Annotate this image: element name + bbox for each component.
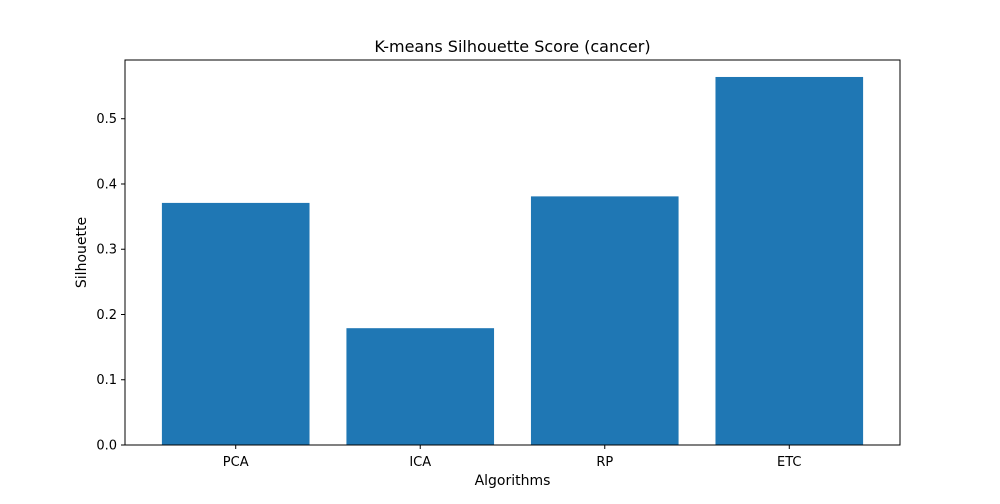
bar-pca	[161, 202, 310, 445]
plot-frame	[124, 59, 901, 446]
y-tick-label: 0.1	[96, 373, 117, 388]
y-axis-ticks: 0.0 0.1 0.2 0.3 0.4 0.5	[96, 112, 125, 454]
chart-title: K-means Silhouette Score (cancer)	[374, 37, 650, 56]
bar-etc	[715, 76, 864, 445]
x-axis-label: Algorithms	[475, 473, 551, 489]
bars-group	[161, 76, 864, 445]
x-tick-label-rp: RP	[596, 455, 613, 470]
y-tick-label: 0.3	[96, 243, 117, 258]
y-tick-label: 0.0	[96, 439, 117, 454]
y-axis-label: Silhouette	[74, 217, 90, 288]
y-tick-label: 0.4	[96, 177, 117, 192]
bar-rp	[530, 196, 679, 445]
y-tick-label: 0.5	[96, 112, 117, 127]
bar-ica	[346, 328, 495, 445]
x-tick-label-etc: ETC	[777, 455, 801, 470]
y-tick-label: 0.2	[96, 308, 117, 323]
x-tick-label-ica: ICA	[409, 455, 431, 470]
x-tick-label-pca: PCA	[223, 455, 249, 470]
x-axis-ticks: PCA ICA RP ETC	[223, 445, 802, 470]
